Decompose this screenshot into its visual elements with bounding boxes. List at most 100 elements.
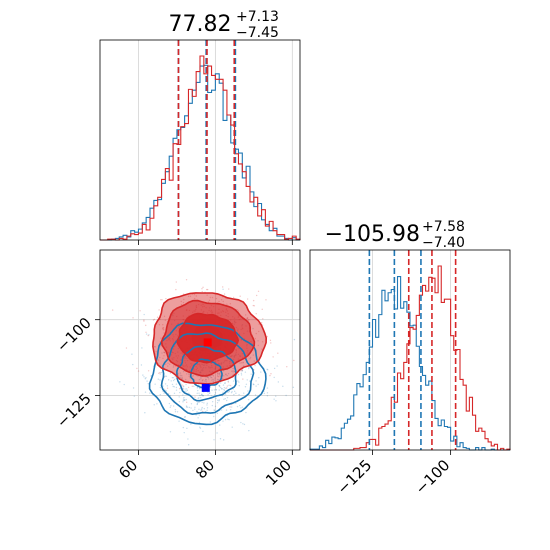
sample-point xyxy=(159,393,162,396)
sample-point xyxy=(198,392,200,394)
sample-point xyxy=(196,403,198,406)
sample-point xyxy=(198,421,201,424)
sample-point xyxy=(183,396,185,399)
sample-point xyxy=(226,385,229,387)
sample-point xyxy=(175,386,178,389)
sample-point xyxy=(225,409,228,411)
histogram-param-1-frame xyxy=(99,39,301,241)
sample-point xyxy=(173,378,176,381)
sample-point xyxy=(180,382,182,384)
blue-contour xyxy=(189,358,223,389)
x-tick-label: 100 xyxy=(262,456,295,489)
sample-point xyxy=(202,394,204,397)
sample-point xyxy=(173,392,176,395)
sample-point xyxy=(165,297,167,300)
sample-point xyxy=(144,391,147,393)
joint-frame xyxy=(99,249,301,451)
sample-point xyxy=(240,407,242,409)
joint-contours xyxy=(148,292,268,426)
sample-point xyxy=(201,393,203,396)
sample-point xyxy=(224,382,226,384)
sample-point xyxy=(222,300,224,303)
sample-point xyxy=(185,390,187,392)
sample-point xyxy=(182,385,185,388)
sample-point xyxy=(215,388,217,391)
sample-point xyxy=(227,372,230,375)
sample-point xyxy=(218,373,220,376)
sample-point xyxy=(270,373,272,375)
sample-point xyxy=(143,320,145,322)
sample-point xyxy=(132,363,134,366)
sample-point xyxy=(246,317,249,319)
sample-point xyxy=(206,404,208,406)
sample-point xyxy=(160,371,163,374)
histogram-param-1-ticks xyxy=(138,240,293,245)
sample-point xyxy=(164,352,166,354)
sample-point xyxy=(158,372,160,375)
sample-point xyxy=(209,421,212,423)
sample-point xyxy=(223,389,226,392)
sample-point xyxy=(219,438,222,440)
sample-point xyxy=(231,426,233,428)
sample-point xyxy=(171,377,174,379)
sample-point xyxy=(193,297,196,300)
sample-point xyxy=(228,418,230,421)
sample-point xyxy=(176,411,179,413)
sample-point xyxy=(246,317,248,319)
sample-point xyxy=(282,385,284,388)
sample-point xyxy=(206,376,208,378)
sample-point xyxy=(255,380,257,382)
sample-point xyxy=(202,286,204,289)
sample-point xyxy=(241,370,244,372)
sample-point xyxy=(148,334,150,336)
sample-point xyxy=(206,402,208,405)
sample-point xyxy=(272,356,274,358)
param-1-title: 77.82 xyxy=(169,12,232,37)
sample-point xyxy=(198,397,200,399)
sample-point xyxy=(196,387,198,389)
blue-contour xyxy=(176,345,237,402)
sample-point xyxy=(254,364,256,367)
sample-point xyxy=(173,365,175,367)
sample-point xyxy=(246,379,248,381)
sample-point xyxy=(194,396,196,398)
sample-point xyxy=(200,409,202,411)
sample-point xyxy=(229,409,232,411)
sample-point xyxy=(175,281,178,283)
sample-point xyxy=(157,359,160,361)
sample-point xyxy=(165,363,167,365)
sample-point xyxy=(195,295,198,297)
sample-point xyxy=(200,396,202,399)
sample-point xyxy=(240,372,243,375)
sample-point xyxy=(146,380,148,382)
sample-point xyxy=(161,352,163,354)
sample-point xyxy=(216,412,219,415)
sample-point xyxy=(177,375,180,377)
sample-point xyxy=(247,398,250,401)
sample-point xyxy=(207,376,209,378)
sample-point xyxy=(225,373,227,376)
sample-point xyxy=(201,406,203,409)
sample-point xyxy=(245,383,248,385)
sample-point xyxy=(257,344,259,347)
sample-point xyxy=(205,381,208,383)
sample-point xyxy=(218,372,220,374)
sample-point xyxy=(232,367,234,370)
sample-point xyxy=(230,406,233,408)
sample-point xyxy=(185,406,188,408)
sample-point xyxy=(140,364,143,366)
sample-point xyxy=(141,347,143,349)
sample-point xyxy=(211,404,214,407)
blue-histogram-param-1 xyxy=(100,64,300,241)
sample-point xyxy=(144,412,146,414)
sample-point xyxy=(252,383,255,385)
sample-point xyxy=(248,429,250,432)
sample-point xyxy=(219,386,222,389)
sample-point xyxy=(153,404,155,406)
sample-point xyxy=(242,378,244,380)
sample-point xyxy=(218,385,221,388)
x-tick-label: −125 xyxy=(333,456,375,498)
sample-point xyxy=(161,299,163,301)
sample-point xyxy=(257,340,259,342)
